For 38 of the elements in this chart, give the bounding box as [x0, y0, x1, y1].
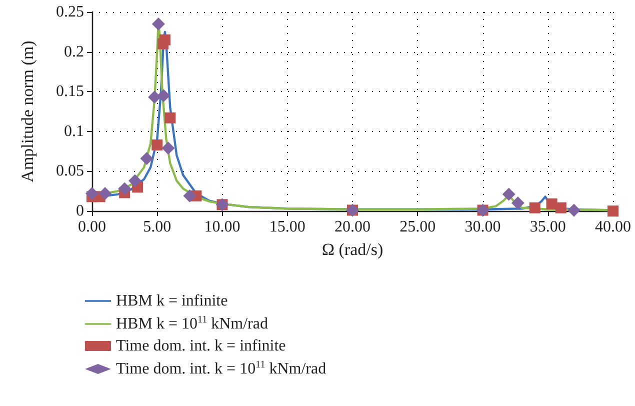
point [157, 89, 170, 102]
y-tick-label: 0.1 [64, 122, 84, 140]
legend-label: HBM k = infinite [116, 292, 228, 310]
x-tick-label: 30.00 [464, 218, 501, 236]
point [98, 186, 112, 200]
legend-label: Time dom. int. k = infinite [116, 338, 286, 354]
point [529, 202, 540, 214]
point [148, 90, 162, 104]
y-tick-label: 0.25 [56, 4, 84, 20]
point [502, 188, 516, 201]
y-tick-label: 0 [76, 202, 84, 220]
y-tick-label: 0.15 [56, 83, 84, 100]
point [159, 34, 170, 46]
x-tick-label: 5.00 [143, 218, 172, 236]
point [152, 17, 165, 30]
x-tick-label: 40.00 [595, 218, 631, 236]
x-tick-label: 15.00 [269, 218, 306, 236]
x-axis-title: Ω (rad/s) [322, 240, 384, 259]
y-tick-label: 0.2 [64, 43, 84, 60]
point [555, 202, 566, 214]
point [183, 189, 196, 202]
y-axis-title: Amplitude norm (m) [18, 40, 37, 182]
x-tick-label: 35.00 [530, 218, 566, 236]
point [118, 182, 132, 196]
point [608, 206, 618, 216]
point [164, 112, 176, 124]
point [140, 152, 154, 165]
point [152, 139, 163, 150]
y-tick-label: 0.05 [56, 162, 84, 180]
x-tick-label: 25.00 [400, 218, 436, 236]
point [128, 174, 142, 188]
point [567, 204, 580, 217]
point [511, 196, 524, 210]
x-tick-label: 10.00 [204, 218, 240, 236]
point [86, 186, 98, 200]
x-tick-label: 20.00 [334, 218, 370, 236]
x-tick-label: 0.00 [78, 218, 106, 236]
point [162, 142, 175, 155]
